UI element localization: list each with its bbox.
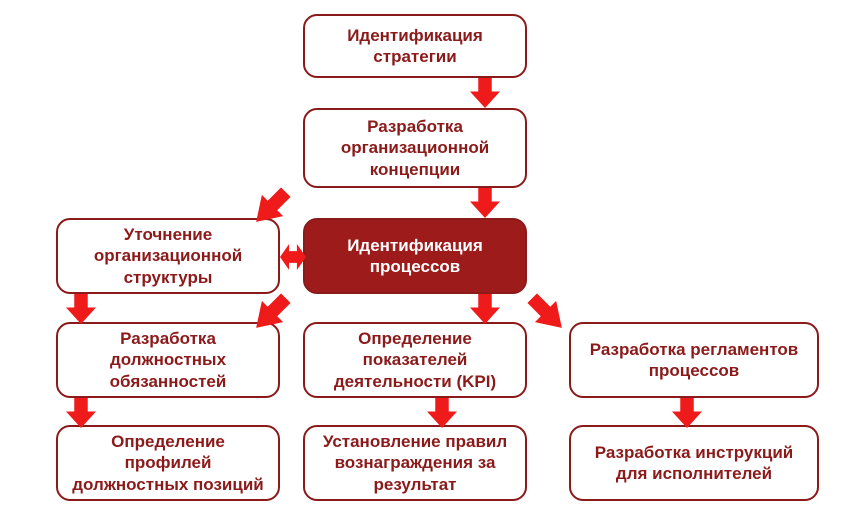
flowchart-node-label: Разработка должностных обязанностей: [68, 328, 268, 392]
flowchart-node-label: Уточнение организационной структуры: [68, 224, 268, 288]
flowchart-node: Определение профилей должностных позиций: [56, 425, 280, 501]
flowchart-arrow: [280, 244, 306, 270]
flowchart-node: Идентификация процессов: [303, 218, 527, 294]
flowchart-arrow: [427, 398, 457, 428]
flowchart-node-label: Определение показателей деятельности (KP…: [315, 328, 515, 392]
flowchart-node: Разработка должностных обязанностей: [56, 322, 280, 398]
flowchart-arrow: [66, 398, 96, 428]
flowchart-node: Определение показателей деятельности (KP…: [303, 322, 527, 398]
flowchart-node-label: Идентификация процессов: [315, 235, 515, 278]
flowchart-node-label: Разработка регламентов процессов: [581, 339, 807, 382]
flowchart-arrow: [672, 398, 702, 428]
flowchart-arrow: [66, 294, 96, 324]
flowchart-node: Разработка регламентов процессов: [569, 322, 819, 398]
flowchart-node-label: Определение профилей должностных позиций: [68, 431, 268, 495]
flowchart-node: Разработка инструкций для исполнителей: [569, 425, 819, 501]
flowchart-node-label: Разработка инструкций для исполнителей: [581, 442, 807, 485]
flowchart-arrow: [470, 188, 500, 218]
flowchart-arrow: [522, 288, 573, 339]
flowchart-node: Разработка организационной концепции: [303, 108, 527, 188]
flowchart-arrow: [470, 78, 500, 108]
flowchart-node: Идентификация стратегии: [303, 14, 527, 78]
flowchart-arrow: [470, 294, 500, 324]
flowchart-node-label: Установление правил вознаграждения за ре…: [315, 431, 515, 495]
flowchart-node: Установление правил вознаграждения за ре…: [303, 425, 527, 501]
flowchart-node-label: Идентификация стратегии: [315, 25, 515, 68]
flowchart-node-label: Разработка организационной концепции: [315, 116, 515, 180]
flowchart-node: Уточнение организационной структуры: [56, 218, 280, 294]
